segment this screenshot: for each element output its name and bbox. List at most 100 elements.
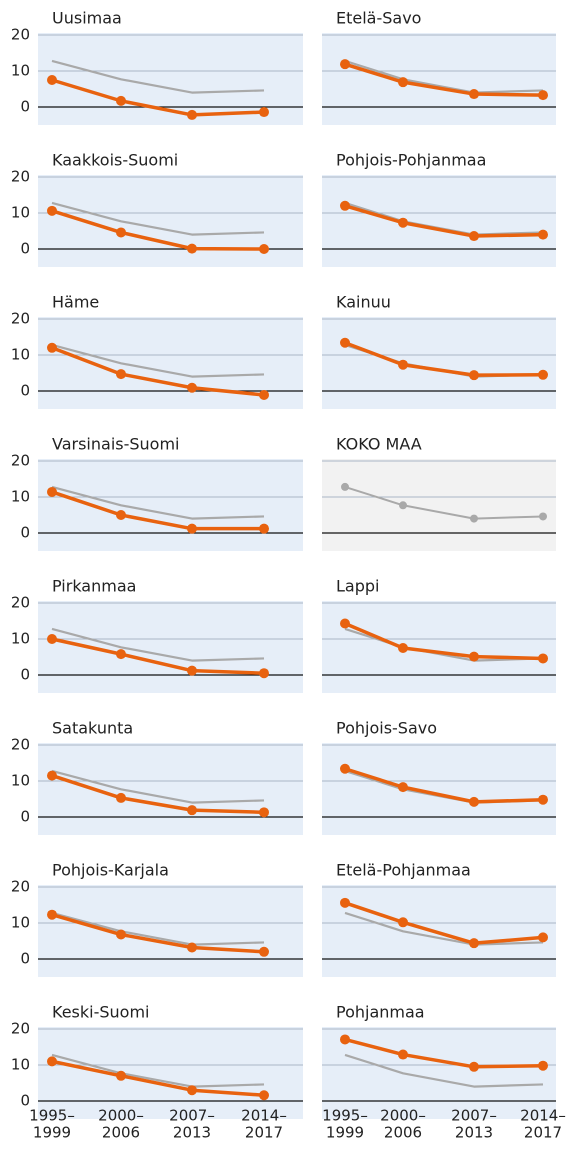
reference-line [51,911,265,946]
marker [47,634,57,644]
x-tick-label: 1995– [322,1107,368,1125]
marker [259,523,269,534]
reference-line [344,59,544,94]
marker [187,665,197,676]
marker [259,1090,269,1101]
y-tick-label: 20 [11,310,30,328]
marker [187,382,197,393]
marker [398,359,408,370]
marker [116,227,126,238]
series-line [344,1037,544,1069]
marker [259,389,269,400]
x-tick-label: 2014– [241,1107,287,1125]
marker [340,1034,350,1045]
x-tick-label: 2013 [455,1124,493,1142]
series-line [344,341,544,377]
panel-background [322,885,556,977]
y-tick-label: 20 [11,736,30,754]
x-tick-label: 2014– [520,1107,566,1125]
marker [341,482,349,491]
series-line [51,209,265,251]
panel-title: KOKO MAA [336,435,422,454]
y-tick-label: 10 [11,914,30,932]
marker [469,231,479,242]
y-tick-label: 10 [11,204,30,222]
panel-title: Kainuu [336,293,391,312]
y-tick-label: 0 [20,808,30,826]
panel-title: Etelä-Savo [336,9,421,28]
marker [47,75,57,85]
y-tick-label: 0 [20,240,30,258]
series-line [344,901,544,945]
marker [398,643,408,653]
y-tick-label: 0 [20,1092,30,1110]
marker [116,792,126,803]
reference-line [51,485,265,520]
panel-background [38,885,303,977]
panel-background [38,743,303,835]
marker [469,89,479,100]
series-line [344,62,544,97]
marker [116,95,126,106]
marker [116,649,126,660]
y-tick-label: 10 [11,62,30,80]
marker [187,523,197,534]
marker [259,244,269,254]
x-tick-label: 1999 [326,1124,364,1142]
series-line [344,204,544,238]
marker [340,618,350,629]
y-tick-label: 0 [20,524,30,542]
marker [399,501,407,510]
marker [538,932,548,943]
marker [187,805,197,816]
x-tick-label: 1995– [29,1107,75,1125]
panel-background [38,601,303,693]
marker [469,938,479,949]
panel-background [38,459,303,551]
x-tick-label: 2017 [524,1124,562,1142]
marker [340,59,350,70]
marker [259,668,269,679]
panel-title: Uusimaa [52,9,122,28]
marker [116,369,126,380]
panel-title: Pohjois-Karjala [52,861,169,880]
x-tick-label: 2013 [173,1124,211,1142]
x-tick-label: 2000– [98,1107,144,1125]
reference-line [51,627,265,662]
marker [538,369,548,380]
marker [187,1085,197,1096]
x-tick-label: 2007– [169,1107,215,1125]
panel-title: Satakunta [52,719,133,738]
series-line [51,913,265,954]
marker [398,917,408,928]
y-tick-label: 20 [11,452,30,470]
y-tick-label: 20 [11,878,30,896]
marker [398,1049,408,1060]
panel-title: Varsinais-Suomi [52,435,179,454]
y-tick-label: 20 [11,594,30,612]
marker [47,1056,57,1067]
x-tick-label: 2006 [102,1124,140,1142]
panel-title: Pohjois-Pohjanmaa [336,151,486,170]
panel-title: Pohjanmaa [336,1003,425,1022]
y-tick-label: 10 [11,346,30,364]
series-line [344,621,544,661]
marker [469,651,479,662]
marker [47,342,57,353]
panel-title: Lappi [336,577,379,596]
panel-background [38,1027,303,1119]
series-line [51,346,265,397]
reference-line [51,201,265,236]
series-line [51,78,265,117]
reference-line [344,485,544,520]
panel-background [322,459,556,551]
marker [47,205,57,216]
marker [47,909,57,920]
y-tick-label: 20 [11,168,30,186]
marker [116,929,126,940]
marker [187,109,197,120]
marker [187,942,197,953]
x-tick-label: 2006 [384,1124,422,1142]
marker [259,107,269,118]
panel-background [322,601,556,693]
